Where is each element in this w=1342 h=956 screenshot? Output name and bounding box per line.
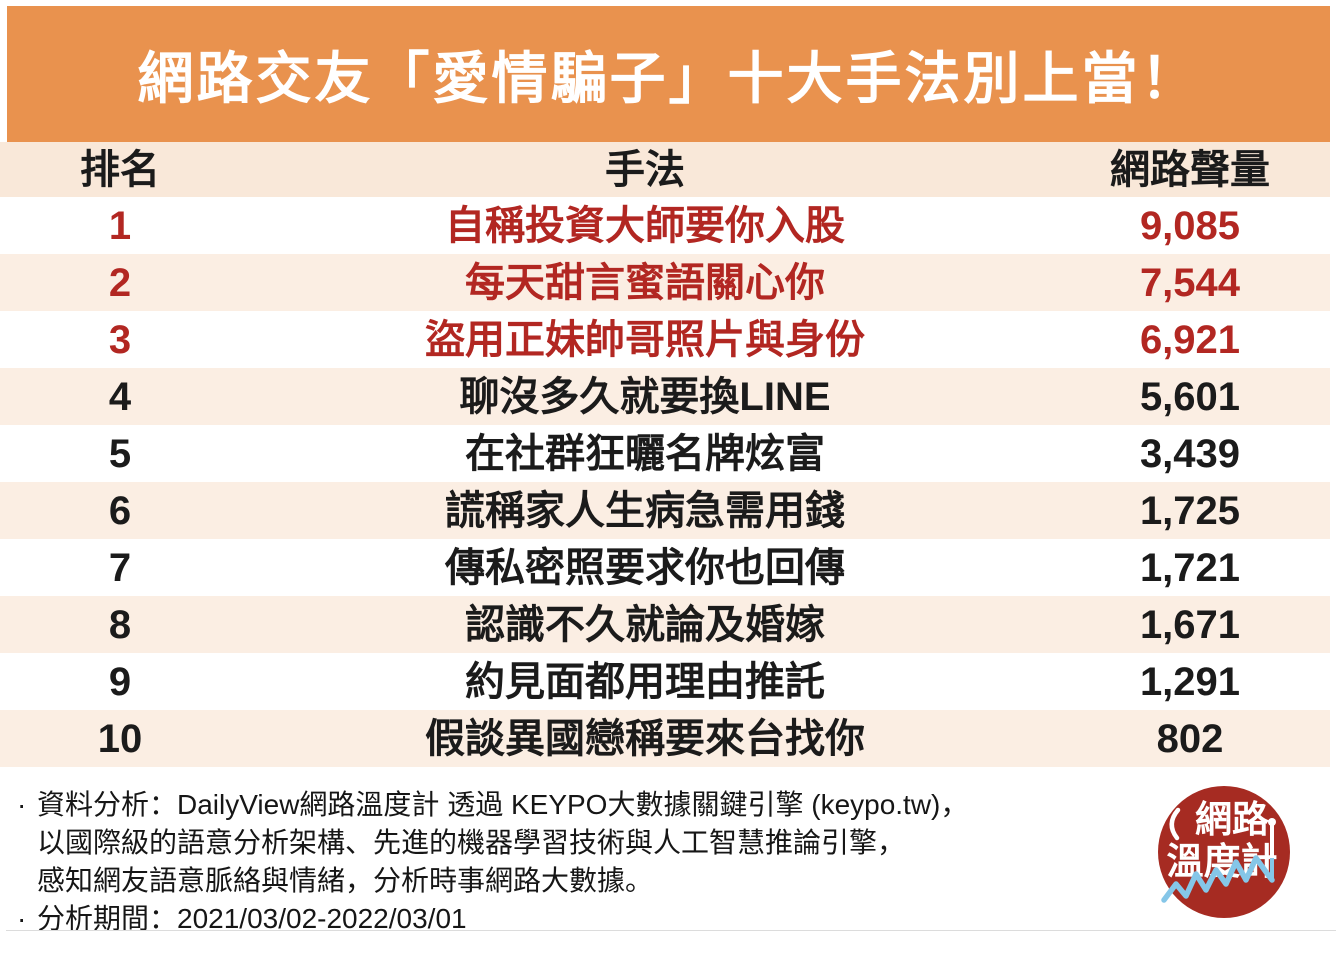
- ranking-table: 排名 手法 網路聲量 1 自稱投資大師要你入股 9,085 2 每天甜言蜜語關心…: [0, 142, 1330, 767]
- tactic-cell: 謊稱家人生病急需用錢: [445, 488, 845, 533]
- tactic-cell: 認識不久就論及婚嫁: [465, 602, 825, 647]
- bullet-dot: ·: [17, 903, 27, 934]
- analysis-source-line-3: 感知網友語意脈絡與情緒，分析時事網路大數據。: [37, 862, 1137, 900]
- volume-cell: 5,601: [1139, 374, 1241, 419]
- table-row: 3 盜用正妹帥哥照片與身份 6,921: [0, 311, 1330, 368]
- volume-cell: 1,671: [1139, 602, 1241, 647]
- table-row: 7 傳私密照要求你也回傳 1,721: [0, 539, 1330, 596]
- volume-cell: 7,544: [1139, 260, 1241, 305]
- brand-logo: 網路 溫度計: [1158, 786, 1290, 918]
- tactic-cell: 自稱投資大師要你入股: [445, 203, 845, 248]
- logo-wave-icon: [1169, 807, 1181, 841]
- logo-text-line1: 網路: [1195, 799, 1270, 840]
- tactic-cell: 聊沒多久就要換LINE: [459, 374, 831, 419]
- page-title: 網路交友「愛情騙子」十大手法別上當！: [137, 46, 1200, 110]
- tactic-cell: 每天甜言蜜語關心你: [465, 260, 825, 305]
- volume-cell: 1,725: [1139, 488, 1241, 533]
- analysis-source-text: 資料分析：DailyView網路溫度計 透過 KEYPO大數據關鍵引擎 (key…: [37, 789, 969, 820]
- rank-cell: 1: [108, 203, 132, 248]
- table-row: 6 謊稱家人生病急需用錢 1,725: [0, 482, 1330, 539]
- analysis-source-line-2: 以國際級的語意分析架構、先進的機器學習技術與人工智慧推論引擎，: [37, 824, 1137, 862]
- rank-cell: 7: [108, 545, 132, 590]
- volume-cell: 9,085: [1139, 203, 1241, 248]
- tactic-cell: 在社群狂曬名牌炫富: [465, 431, 825, 476]
- rank-cell: 9: [108, 659, 132, 704]
- table-row: 4 聊沒多久就要換LINE 5,601: [0, 368, 1330, 425]
- rank-cell: 5: [108, 431, 132, 476]
- bottom-divider: [6, 930, 1336, 931]
- volume-cell: 6,921: [1139, 317, 1241, 362]
- volume-cell: 802: [1156, 716, 1224, 761]
- volume-cell: 3,439: [1139, 431, 1241, 476]
- analysis-source-line: · 資料分析：DailyView網路溫度計 透過 KEYPO大數據關鍵引擎 (k…: [17, 786, 1137, 824]
- table-row: 2 每天甜言蜜語關心你 7,544: [0, 254, 1330, 311]
- table-row: 8 認識不久就論及婚嫁 1,671: [0, 596, 1330, 653]
- table-header-row: 排名 手法 網路聲量: [0, 142, 1330, 197]
- bullet-dot: ·: [17, 789, 27, 820]
- rank-column-header: 排名: [80, 147, 160, 192]
- analysis-source-text-2: 以國際級的語意分析架構、先進的機器學習技術與人工智慧推論引擎，: [37, 827, 906, 858]
- tactic-cell: 約見面都用理由推託: [465, 659, 825, 704]
- rank-cell: 8: [108, 602, 132, 647]
- logo-trend-line: [1161, 855, 1275, 903]
- tactic-cell: 假談異國戀稱要來台找你: [425, 716, 865, 761]
- analysis-period-line: · 分析期間：2021/03/02-2022/03/01: [17, 900, 1137, 938]
- table-row: 5 在社群狂曬名牌炫富 3,439: [0, 425, 1330, 482]
- analysis-period-text: 分析期間：2021/03/02-2022/03/01: [37, 903, 467, 934]
- tactic-cell: 傳私密照要求你也回傳: [445, 545, 845, 590]
- footer-note: · 資料分析：DailyView網路溫度計 透過 KEYPO大數據關鍵引擎 (k…: [17, 786, 1137, 938]
- volume-column-header: 網路聲量: [1110, 147, 1270, 192]
- table-row: 1 自稱投資大師要你入股 9,085: [0, 197, 1330, 254]
- rank-cell: 4: [108, 374, 132, 419]
- rank-cell: 10: [97, 716, 143, 761]
- tactic-column-header: 手法: [605, 147, 685, 192]
- title-banner: 網路交友「愛情騙子」十大手法別上當！: [7, 6, 1330, 142]
- rank-cell: 6: [108, 488, 132, 533]
- volume-cell: 1,291: [1139, 659, 1241, 704]
- rank-cell: 2: [108, 260, 132, 305]
- rank-cell: 3: [108, 317, 132, 362]
- tactic-cell: 盜用正妹帥哥照片與身份: [425, 317, 865, 362]
- table-row: 10 假談異國戀稱要來台找你 802: [0, 710, 1330, 767]
- table-row: 9 約見面都用理由推託 1,291: [0, 653, 1330, 710]
- volume-cell: 1,721: [1139, 545, 1241, 590]
- analysis-source-text-3: 感知網友語意脈絡與情緒，分析時事網路大數據。: [37, 865, 654, 896]
